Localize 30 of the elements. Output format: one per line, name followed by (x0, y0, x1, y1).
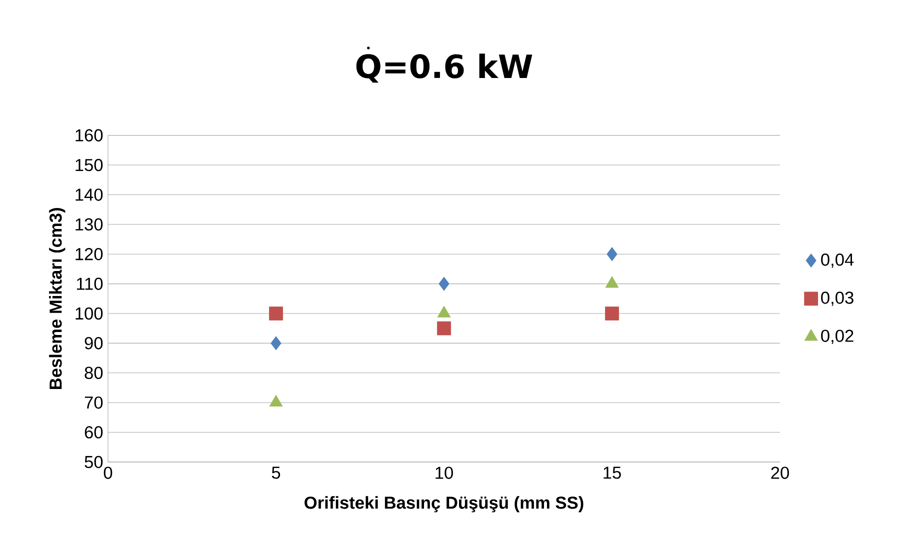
y-tick-label: 80 (84, 366, 103, 380)
y-tick-label: 50 (84, 456, 103, 468)
y-tick-label: 100 (76, 307, 103, 320)
legend-label: 0,04 (821, 253, 854, 268)
y-tick-label: 90 (84, 337, 103, 350)
y-tick-label: 60 (84, 426, 103, 438)
y-tick-label: 110 (76, 278, 103, 290)
point (270, 336, 282, 350)
point (437, 321, 451, 336)
point (269, 394, 283, 407)
legend-label: 0,03 (821, 292, 854, 306)
y-tick-label: 160 (76, 129, 103, 142)
x-tick-label: 20 (771, 466, 789, 479)
y-axis-title: Besleme Miktarı (cm3) (49, 208, 66, 390)
y-tick-label: 70 (84, 396, 103, 409)
point (438, 276, 450, 291)
point (606, 247, 618, 262)
y-tick-label: 150 (76, 158, 103, 172)
y-tick-label: 130 (76, 218, 103, 231)
x-tick-label: 0 (104, 466, 112, 479)
legend-label: 0,02 (821, 330, 854, 344)
point (605, 306, 619, 320)
x-axis-title: Orifisteki Basınç Düşüşü (mm SS) (304, 496, 584, 512)
chart-title: $\dot{\textbf{Q}}\textbf{=0.6 kW}$ (356, 46, 532, 83)
point (269, 306, 283, 320)
x-tick-label: 10 (436, 466, 453, 479)
x-tick-label: 5 (272, 466, 280, 479)
y-tick-label: 140 (76, 188, 103, 201)
y-tick-label: 120 (76, 248, 103, 260)
x-tick-label: 15 (604, 466, 621, 479)
